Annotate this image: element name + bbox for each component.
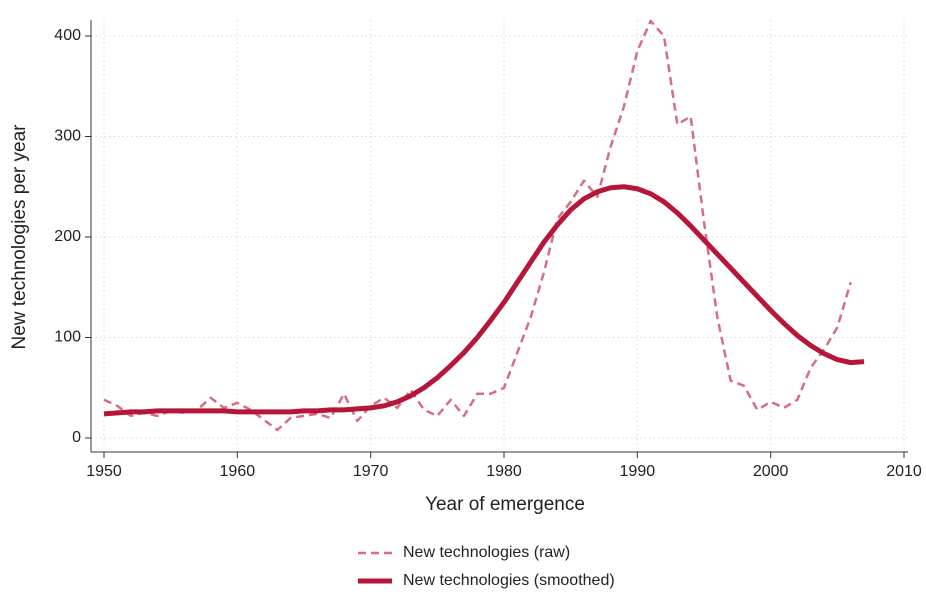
x-tick-label: 1950 bbox=[86, 463, 122, 480]
legend-label: New technologies (smoothed) bbox=[403, 572, 615, 589]
x-tick-label: 1970 bbox=[353, 463, 389, 480]
x-tick-label: 1990 bbox=[620, 463, 656, 480]
line-series bbox=[103, 19, 852, 432]
x-tick-label: 1980 bbox=[486, 463, 522, 480]
y-tick-label: 100 bbox=[54, 329, 81, 346]
y-tick-label: 200 bbox=[54, 228, 81, 245]
legend-label: New technologies (raw) bbox=[403, 544, 570, 561]
line-series bbox=[103, 184, 865, 417]
x-tick-label: 2000 bbox=[753, 463, 789, 480]
x-axis-label: Year of emergence bbox=[425, 494, 585, 515]
x-tick-label: 1960 bbox=[220, 463, 256, 480]
x-tick-label: 2010 bbox=[886, 463, 922, 480]
y-tick-label: 0 bbox=[72, 429, 81, 446]
y-axis-label: New technologies per year bbox=[9, 124, 30, 350]
y-tick-label: 300 bbox=[54, 128, 81, 145]
y-tick-label: 400 bbox=[54, 27, 81, 44]
